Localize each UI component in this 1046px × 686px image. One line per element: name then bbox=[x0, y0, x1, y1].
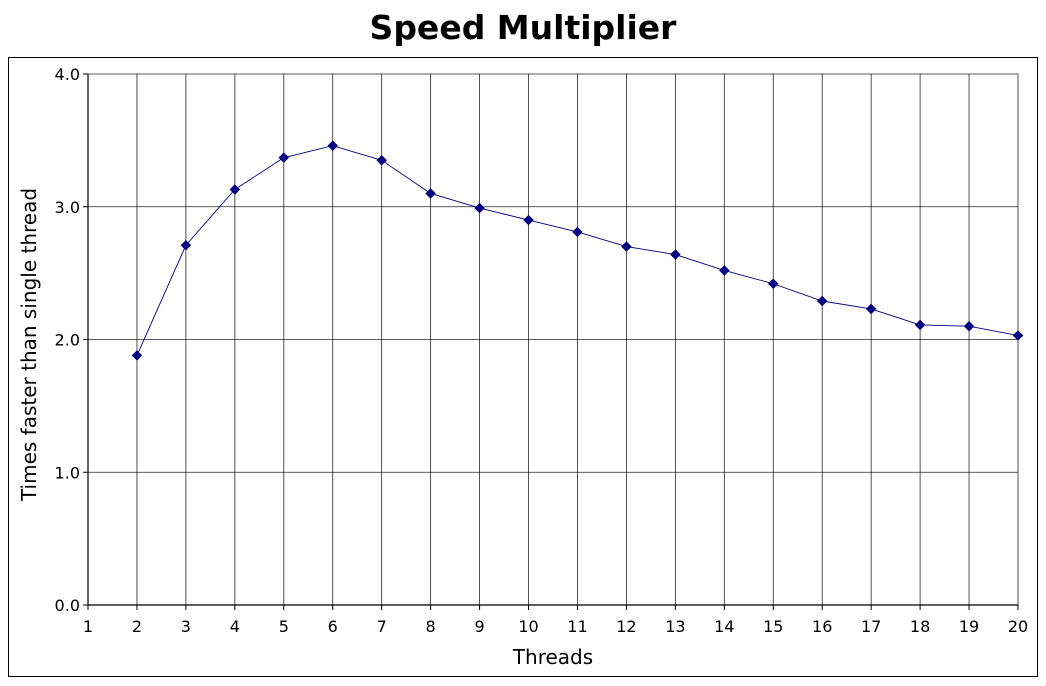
x-tick-label: 18 bbox=[910, 617, 930, 636]
x-tick-label: 12 bbox=[616, 617, 636, 636]
x-tick-label: 16 bbox=[812, 617, 832, 636]
data-point bbox=[718, 265, 730, 276]
x-axis-title: Threads bbox=[512, 645, 593, 669]
data-point bbox=[376, 154, 388, 166]
x-tick-label: 4 bbox=[230, 617, 240, 636]
x-tick-label: 19 bbox=[959, 617, 979, 636]
y-tick-label: 4.0 bbox=[55, 65, 80, 84]
data-point bbox=[914, 319, 926, 331]
x-tick-label: 11 bbox=[567, 617, 587, 636]
x-tick-label: 15 bbox=[763, 617, 783, 636]
data-point bbox=[670, 249, 681, 260]
x-tick-label: 17 bbox=[861, 617, 881, 636]
data-point bbox=[816, 295, 828, 307]
x-tick-label: 5 bbox=[279, 617, 289, 636]
data-point bbox=[865, 303, 877, 315]
x-tick-label: 20 bbox=[1008, 617, 1028, 636]
data-point bbox=[474, 202, 485, 214]
x-tick-label: 6 bbox=[328, 617, 338, 636]
data-point bbox=[963, 320, 975, 332]
x-tick-label: 8 bbox=[426, 617, 436, 636]
y-tick-label: 1.0 bbox=[55, 463, 80, 482]
data-point bbox=[180, 239, 192, 251]
x-tick-label: 3 bbox=[181, 617, 191, 636]
x-tick-label: 10 bbox=[518, 617, 538, 636]
x-tick-label: 14 bbox=[714, 617, 734, 636]
y-tick-label: 2.0 bbox=[55, 331, 80, 350]
x-tick-label: 13 bbox=[665, 617, 685, 636]
data-point bbox=[1012, 330, 1024, 341]
data-point bbox=[572, 226, 583, 238]
data-point bbox=[621, 241, 632, 252]
y-tick-label: 0.0 bbox=[55, 596, 80, 615]
x-tick-label: 1 bbox=[83, 617, 93, 636]
data-point bbox=[131, 350, 143, 361]
data-point bbox=[229, 184, 241, 195]
data-point bbox=[278, 152, 290, 163]
y-tick-label: 3.0 bbox=[55, 198, 80, 217]
chart-frame bbox=[8, 57, 1038, 677]
chart-title: Speed Multiplier bbox=[369, 8, 677, 47]
x-tick-label: 9 bbox=[474, 617, 484, 636]
data-point bbox=[767, 278, 779, 290]
y-axis-title: Times faster than single thread bbox=[17, 188, 41, 502]
data-point bbox=[327, 140, 339, 152]
data-point bbox=[523, 214, 534, 226]
x-tick-label: 2 bbox=[132, 617, 142, 636]
x-tick-label: 7 bbox=[377, 617, 387, 636]
data-point bbox=[425, 188, 436, 199]
